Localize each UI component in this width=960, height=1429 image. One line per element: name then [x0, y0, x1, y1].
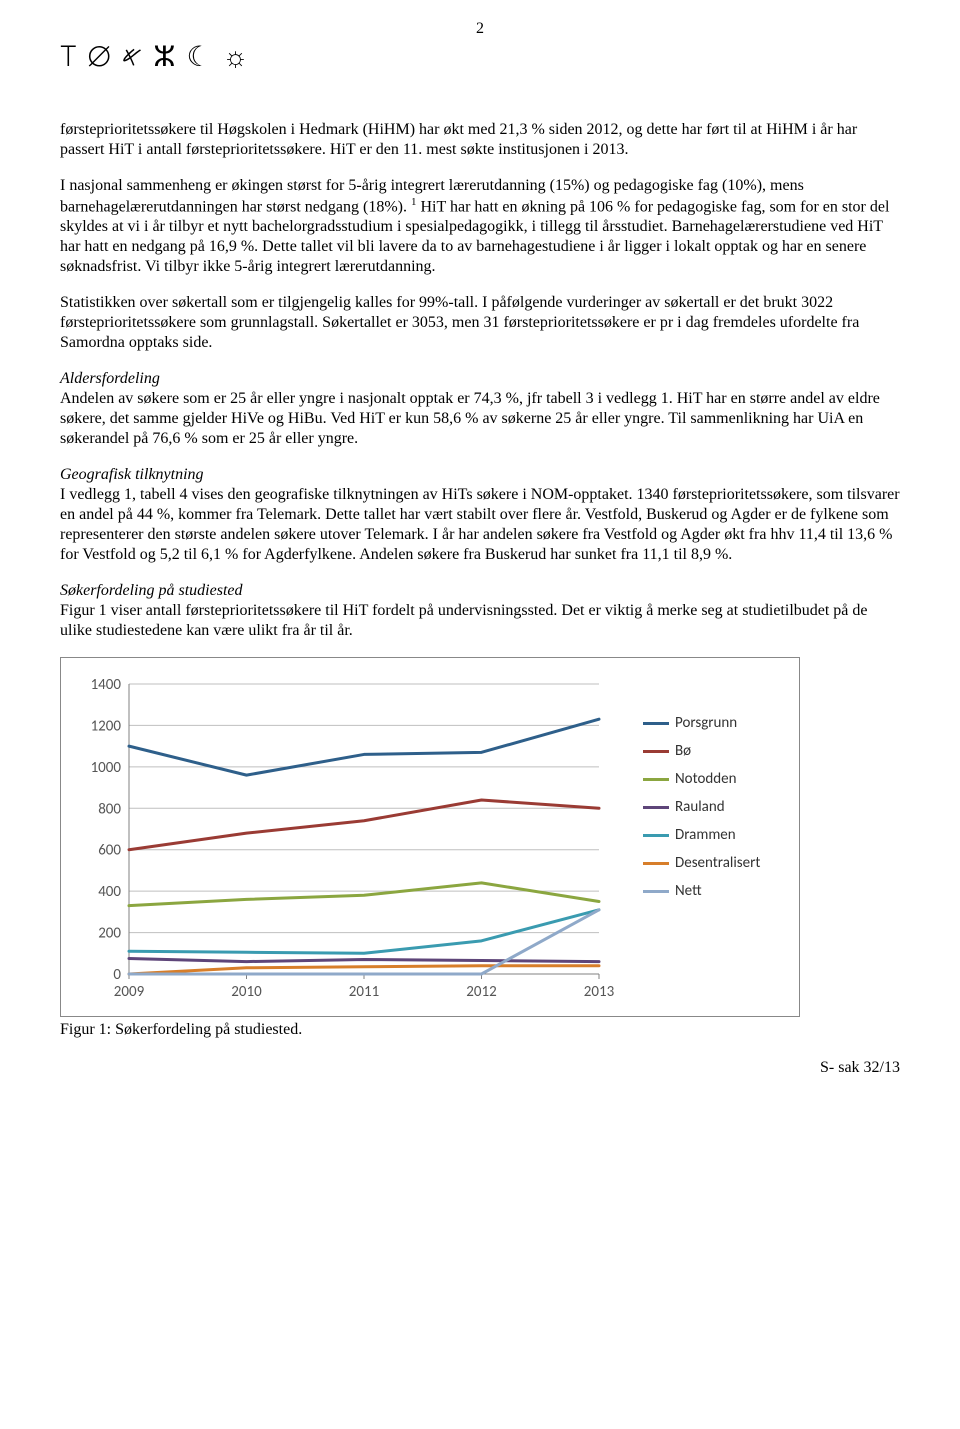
heading-studiested: Søkerfordeling på studiested: [60, 582, 243, 599]
svg-text:2009: 2009: [114, 983, 145, 1001]
paragraph-intro: førsteprioritetssøkere til Høgskolen i H…: [60, 120, 900, 160]
legend-swatch: [643, 722, 669, 725]
legend-item: Desentralisert: [643, 854, 760, 872]
legend-item: Bø: [643, 742, 760, 760]
legend-swatch: [643, 890, 669, 893]
svg-text:1400: 1400: [91, 676, 122, 694]
paragraph-stats: Statistikken over søkertall som er tilgj…: [60, 293, 900, 353]
svg-text:0: 0: [113, 966, 121, 984]
legend-label: Notodden: [675, 770, 737, 788]
paragraph-age: Aldersfordeling Andelen av søkere som er…: [60, 369, 900, 449]
logo-glyphs: ⟙ ⌀ 𐤀 ⵣ ☾ ☼: [60, 40, 250, 74]
legend-label: Drammen: [675, 826, 736, 844]
svg-text:600: 600: [98, 842, 121, 860]
paragraph-geo: Geografisk tilknytning I vedlegg 1, tabe…: [60, 465, 900, 565]
svg-text:2010: 2010: [231, 983, 262, 1001]
svg-text:1000: 1000: [91, 759, 122, 777]
legend-swatch: [643, 750, 669, 753]
legend-swatch: [643, 834, 669, 837]
page-header: ⟙ ⌀ 𐤀 ⵣ ☾ ☼ 2: [60, 40, 900, 80]
paragraph-studiested-body: Figur 1 viser antall førsteprioritetssøk…: [60, 602, 868, 639]
legend-item: Notodden: [643, 770, 760, 788]
paragraph-age-body: Andelen av søkere som er 25 år eller yng…: [60, 390, 880, 447]
page-number: 2: [476, 20, 484, 38]
legend-swatch: [643, 862, 669, 865]
page-footer-ref: S- sak 32/13: [60, 1059, 900, 1077]
figure-caption: Figur 1: Søkerfordeling på studiested.: [60, 1021, 900, 1039]
paragraph-national: I nasjonal sammenheng er økingen størst …: [60, 176, 900, 277]
legend-label: Nett: [675, 882, 702, 900]
chart-figure-1: 0 200 400 600 800 1000 1200 1400 2009 2010 2011 201…: [60, 657, 800, 1017]
legend-swatch: [643, 778, 669, 781]
chart-legend: Porsgrunn Bø Notodden Rauland Drammen Desentr…: [643, 714, 760, 910]
svg-text:2011: 2011: [349, 983, 379, 1001]
legend-label: Desentralisert: [675, 854, 760, 872]
svg-text:2012: 2012: [466, 983, 496, 1001]
chart-inner: 0 200 400 600 800 1000 1200 1400 2009 2010 2011 201…: [79, 674, 781, 1004]
svg-text:800: 800: [98, 801, 121, 819]
line-chart-svg: 0 200 400 600 800 1000 1200 1400 2009 2010 2011 201…: [79, 674, 619, 1004]
page: ⟙ ⌀ 𐤀 ⵣ ☾ ☼ 2 førsteprioritetssøkere til…: [0, 0, 960, 1117]
legend-label: Bø: [675, 742, 691, 760]
paragraph-geo-body: I vedlegg 1, tabell 4 vises den geografi…: [60, 486, 900, 563]
svg-text:400: 400: [98, 883, 121, 901]
heading-aldersfordeling: Aldersfordeling: [60, 370, 160, 387]
legend-swatch: [643, 806, 669, 809]
legend-item: Porsgrunn: [643, 714, 760, 732]
legend-item: Drammen: [643, 826, 760, 844]
legend-item: Rauland: [643, 798, 760, 816]
footnote-ref-1: 1: [411, 196, 417, 208]
legend-label: Rauland: [675, 798, 725, 816]
paragraph-studiested: Søkerfordeling på studiested Figur 1 vis…: [60, 581, 900, 641]
svg-text:200: 200: [98, 925, 121, 943]
svg-text:2013: 2013: [584, 983, 615, 1001]
heading-geografisk: Geografisk tilknytning: [60, 466, 204, 483]
legend-label: Porsgrunn: [675, 714, 737, 732]
svg-text:1200: 1200: [91, 718, 122, 736]
legend-item: Nett: [643, 882, 760, 900]
